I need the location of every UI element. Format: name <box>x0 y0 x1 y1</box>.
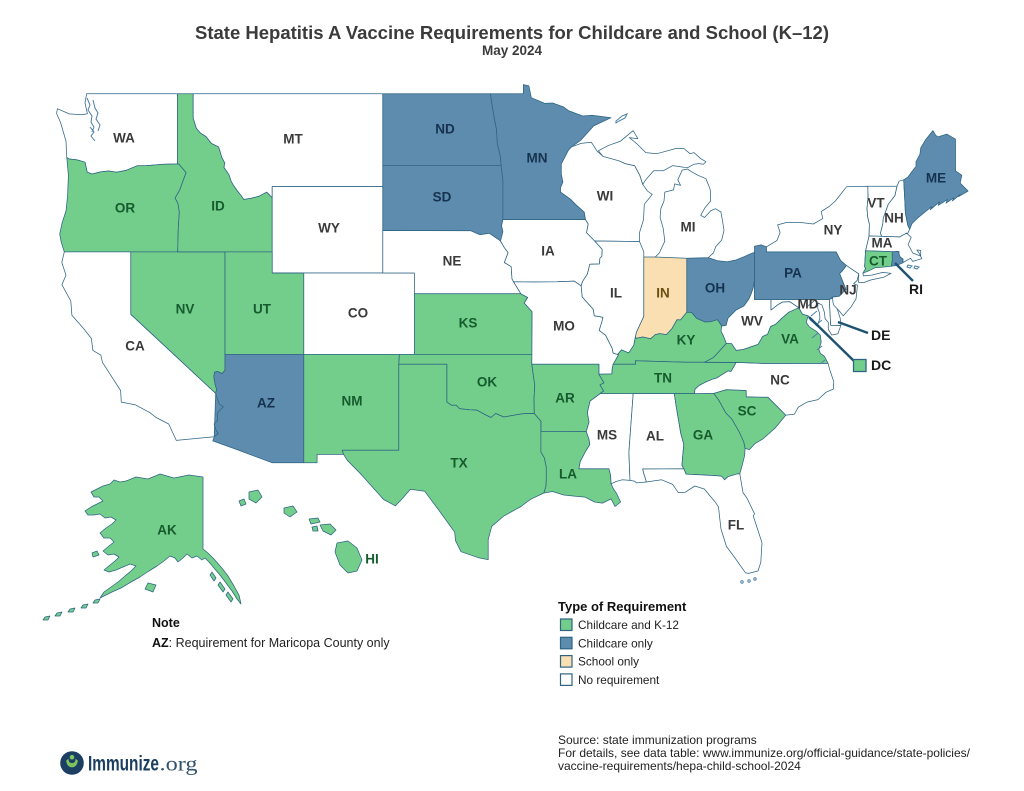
svg-text:UT: UT <box>253 302 272 317</box>
svg-text:MI: MI <box>681 220 696 235</box>
svg-text:MA: MA <box>872 236 893 251</box>
svg-text:.org: .org <box>160 752 199 776</box>
svg-text:NJ: NJ <box>839 283 856 298</box>
svg-text:MS: MS <box>597 428 617 443</box>
svg-text:AZ: Requirement for Maricopa C: AZ: Requirement for Maricopa County only <box>152 636 390 650</box>
svg-text:vaccine-requirements/hepa-chil: vaccine-requirements/hepa-child-school-2… <box>558 759 801 773</box>
svg-text:CA: CA <box>125 339 145 354</box>
svg-text:IL: IL <box>610 286 622 301</box>
svg-text:ND: ND <box>435 122 455 137</box>
svg-text:ME: ME <box>926 171 946 186</box>
svg-text:CO: CO <box>348 306 368 321</box>
svg-text:School only: School only <box>578 655 639 669</box>
svg-text:DE: DE <box>871 327 890 343</box>
svg-text:Note: Note <box>152 616 180 630</box>
svg-text:LA: LA <box>559 467 577 482</box>
svg-text:ID: ID <box>211 199 225 214</box>
svg-text:Childcare and K-12: Childcare and K-12 <box>578 618 679 632</box>
svg-text:IN: IN <box>656 286 670 301</box>
svg-text:State Hepatitis A Vaccine Requ: State Hepatitis A Vaccine Requirements f… <box>195 22 829 43</box>
svg-text:HI: HI <box>365 552 379 567</box>
svg-text:AR: AR <box>555 391 575 406</box>
svg-text:AZ: AZ <box>257 396 275 411</box>
svg-text:MD: MD <box>798 297 819 312</box>
svg-text:FL: FL <box>728 518 745 533</box>
svg-text:IA: IA <box>541 244 555 259</box>
svg-text:Source: state immunization pro: Source: state immunization programs <box>558 733 757 747</box>
svg-text:AL: AL <box>646 429 664 444</box>
svg-text:VT: VT <box>867 196 885 211</box>
svg-text:MT: MT <box>283 132 303 147</box>
svg-text:OK: OK <box>477 375 498 390</box>
svg-text:SC: SC <box>738 404 757 419</box>
svg-text:NM: NM <box>342 394 363 409</box>
svg-text:NH: NH <box>884 211 904 226</box>
svg-text:GA: GA <box>693 428 714 443</box>
svg-text:NY: NY <box>824 223 843 238</box>
svg-text:MO: MO <box>553 319 575 334</box>
svg-text:WY: WY <box>318 221 340 236</box>
svg-text:MN: MN <box>527 151 548 166</box>
svg-text:PA: PA <box>784 266 802 281</box>
svg-text:Childcare only: Childcare only <box>578 636 653 650</box>
svg-text:SD: SD <box>433 190 452 205</box>
svg-text:WV: WV <box>741 314 763 329</box>
svg-text:VA: VA <box>781 332 799 347</box>
svg-text:RI: RI <box>909 281 923 297</box>
svg-text:WI: WI <box>597 189 614 204</box>
svg-text:OR: OR <box>115 201 136 216</box>
svg-text:TX: TX <box>450 456 467 471</box>
svg-text:NC: NC <box>770 373 790 388</box>
svg-text:CT: CT <box>869 254 888 269</box>
svg-text:For details, see data table: w: For details, see data table: www.immuniz… <box>558 746 971 760</box>
svg-text:TN: TN <box>654 371 672 386</box>
svg-text:No requirement: No requirement <box>578 673 660 687</box>
svg-text:NE: NE <box>443 254 462 269</box>
svg-text:WA: WA <box>113 131 135 146</box>
svg-text:Immunize: Immunize <box>88 753 159 776</box>
svg-text:Type of Requirement: Type of Requirement <box>558 599 687 614</box>
svg-text:KS: KS <box>459 316 478 331</box>
svg-text:May 2024: May 2024 <box>482 43 543 58</box>
svg-text:NV: NV <box>176 302 195 317</box>
svg-text:DC: DC <box>871 357 891 373</box>
svg-text:KY: KY <box>677 333 696 348</box>
svg-text:AK: AK <box>157 523 177 538</box>
svg-text:OH: OH <box>705 281 725 296</box>
